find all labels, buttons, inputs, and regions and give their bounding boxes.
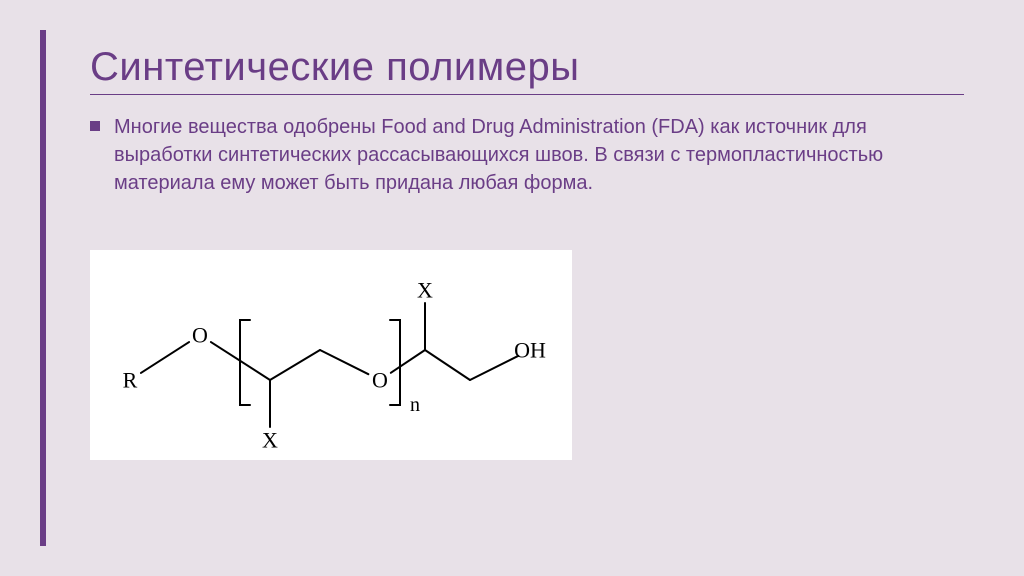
svg-text:X: X — [262, 428, 278, 453]
svg-text:n: n — [410, 394, 420, 416]
svg-text:X: X — [417, 278, 433, 303]
slide-title: Синтетические полимеры — [90, 45, 964, 90]
chemical-structure: n R O O X OH X — [90, 250, 572, 460]
bullet-item: Многие вещества одобрены Food and Drug A… — [90, 113, 964, 197]
bullet-square-icon — [90, 121, 100, 131]
bullet-text: Многие вещества одобрены Food and Drug A… — [114, 113, 964, 197]
svg-text:OH: OH — [514, 338, 546, 363]
title-underline — [90, 94, 964, 95]
content-area: Синтетические полимеры Многие вещества о… — [90, 45, 964, 197]
chemical-structure-svg: n R O O X OH X — [90, 250, 572, 460]
svg-text:O: O — [192, 323, 208, 348]
accent-bar — [40, 30, 46, 546]
svg-text:O: O — [372, 368, 388, 393]
slide: Синтетические полимеры Многие вещества о… — [0, 0, 1024, 576]
svg-text:R: R — [123, 368, 138, 393]
